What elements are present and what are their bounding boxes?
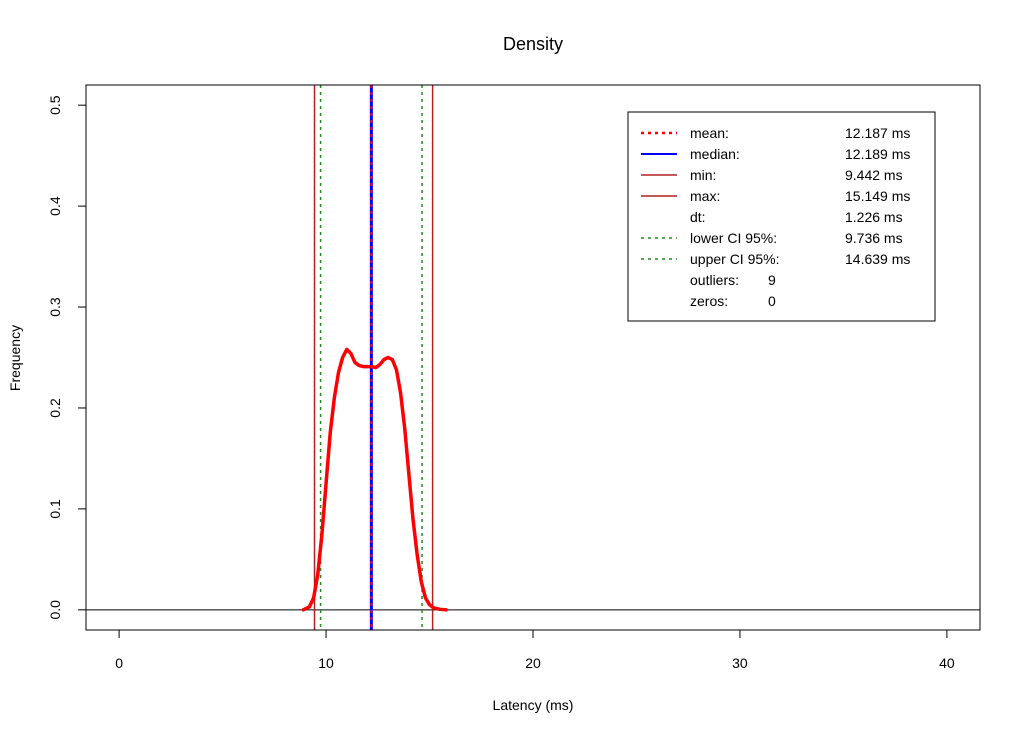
legend-label-lower-ci-95: lower CI 95%: xyxy=(690,230,777,246)
legend-value-dt: 1.226 ms xyxy=(845,209,903,225)
legend-label-min: min: xyxy=(690,167,716,183)
y-tick-label: 0.5 xyxy=(47,95,63,115)
density-series xyxy=(301,347,448,612)
x-tick-label: 0 xyxy=(115,655,123,671)
legend-label-max: max: xyxy=(690,188,720,204)
legend-value-median: 12.189 ms xyxy=(845,146,910,162)
x-axis-label: Latency (ms) xyxy=(493,697,574,713)
plot-frame xyxy=(85,84,981,631)
legend-label-outliers: outliers: xyxy=(690,272,739,288)
y-tick-label: 0.1 xyxy=(47,499,63,519)
y-tick-label: 0.4 xyxy=(47,196,63,216)
y-tick-label: 0.3 xyxy=(47,297,63,317)
x-tick-label: 30 xyxy=(732,655,748,671)
legend-box xyxy=(627,111,936,322)
legend-label-dt: dt: xyxy=(690,209,706,225)
legend: mean: 12.187 ms median: 12.189 ms min: 9.442 … xyxy=(627,111,936,322)
y-tick-label: 0.2 xyxy=(47,398,63,418)
legend-value-lower-ci-95: 9.736 ms xyxy=(845,230,903,246)
x-tick-label: 40 xyxy=(939,655,955,671)
legend-value-upper-ci-95: 14.639 ms xyxy=(845,251,910,267)
reference-lines xyxy=(313,85,434,630)
x-tick-label: 20 xyxy=(525,655,541,671)
legend-value-min: 9.442 ms xyxy=(845,167,903,183)
y-axis-label: Frequency xyxy=(7,325,23,391)
legend-label-median: median: xyxy=(690,146,740,162)
legend-label-mean: mean: xyxy=(690,125,729,141)
y-tick-label: 0.0 xyxy=(47,600,63,620)
legend-value-outliers: 9 xyxy=(768,272,776,288)
x-tick-label: 10 xyxy=(318,655,334,671)
legend-value-mean: 12.187 ms xyxy=(845,125,910,141)
legend-label-upper-ci-95: upper CI 95%: xyxy=(690,251,780,267)
legend-label-zeros: zeros: xyxy=(690,293,728,309)
chart-title: Density xyxy=(503,34,563,54)
density-curve xyxy=(301,347,448,612)
legend-value-max: 15.149 ms xyxy=(845,188,910,204)
legend-value-zeros: 0 xyxy=(768,293,776,309)
